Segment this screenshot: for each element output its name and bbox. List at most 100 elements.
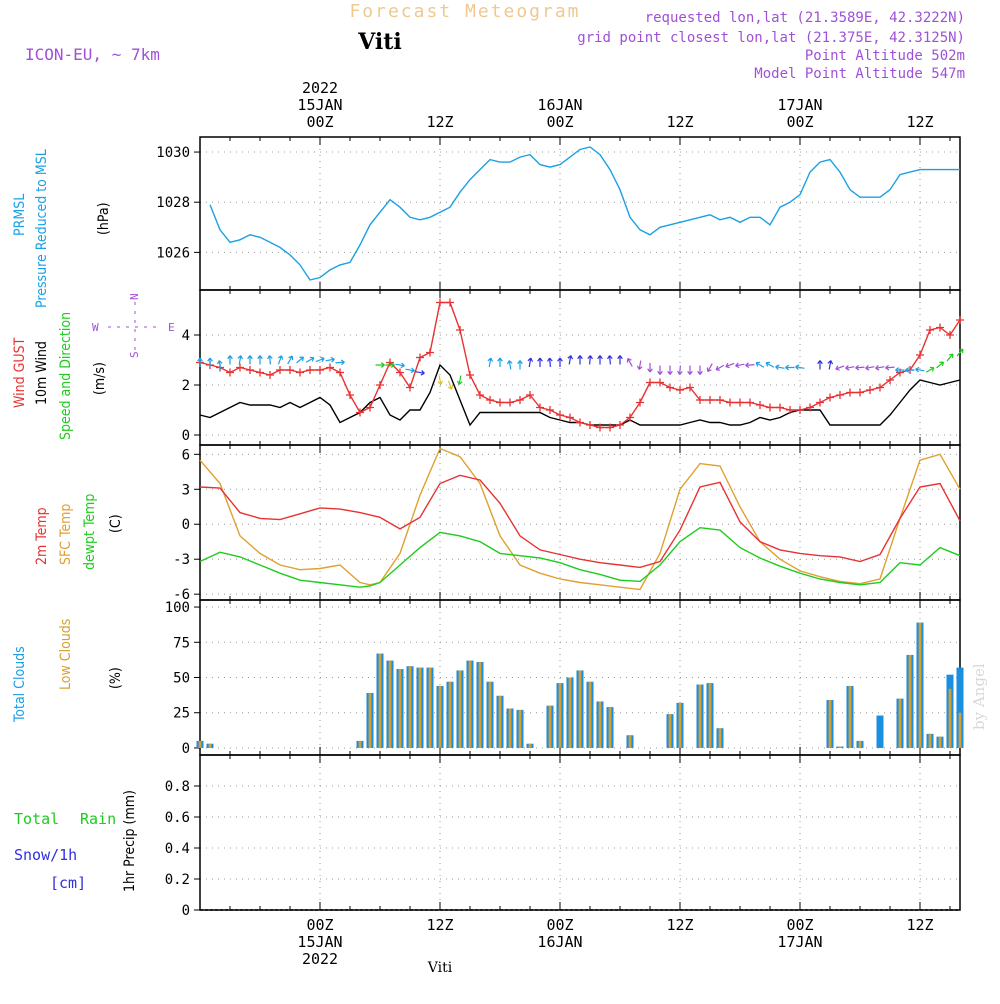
- credit-watermark: by Angel: [970, 663, 988, 730]
- low-cloud-bar: [608, 707, 612, 748]
- wind-gust-marker: [496, 398, 504, 407]
- wind-gust-marker: [466, 371, 474, 379]
- temp-2m-line: [199, 474, 961, 569]
- top-hour-label: 12Z: [906, 113, 933, 131]
- sfc-label: SFC Temp: [58, 504, 74, 565]
- wind-direction-arrow: [257, 355, 263, 365]
- wind-direction-arrow: [247, 355, 253, 365]
- wind-direction-arrow: [517, 360, 523, 370]
- pressure-ytick-label: 1030: [156, 145, 190, 161]
- wind-gust-marker: [956, 316, 964, 324]
- wind-direction-arrow: [587, 355, 593, 365]
- panels: 102610281030024-6-3036025507510000.20.40…: [156, 136, 961, 919]
- total-label: Total: [14, 810, 59, 828]
- wind-direction-arrow: [395, 362, 405, 369]
- top-date-label: 17JAN: [777, 96, 822, 114]
- wind-gust-marker: [366, 403, 374, 412]
- low-cloud-bar: [428, 667, 432, 748]
- wind-direction-arrow: [865, 364, 875, 371]
- wind-10m-label: 10m Wind: [34, 341, 50, 405]
- wind-gust-marker: [606, 423, 614, 432]
- wind-gust-marker: [506, 398, 514, 407]
- bottom-date-label: 15JAN: [297, 933, 342, 951]
- wind-gust-marker: [546, 406, 554, 414]
- prmsl-label: PRMSL: [12, 194, 28, 236]
- wind-direction-arrow: [597, 355, 603, 365]
- wind-gust-marker: [946, 331, 954, 339]
- bottom-date-label: 16JAN: [537, 933, 582, 951]
- bottom-hour-label: 12Z: [666, 916, 693, 934]
- low-cloud-bar: [938, 736, 942, 748]
- clouds-ytick-label: 25: [173, 706, 190, 722]
- wind-gust-marker: [476, 391, 484, 399]
- wind-gust-marker: [806, 403, 814, 412]
- wind-direction-arrow: [227, 355, 233, 365]
- pressure-ytick-label: 1028: [156, 195, 190, 211]
- wind-direction-arrow: [725, 362, 735, 369]
- bottom-hour-label: 00Z: [306, 916, 333, 934]
- low-cloud-bar: [518, 709, 522, 748]
- low-cloud-bar: [908, 654, 912, 748]
- wind-direction-arrow: [325, 356, 335, 363]
- low-cloud-bar: [458, 670, 462, 748]
- wind-gust-marker: [776, 403, 784, 412]
- wind-direction-arrow: [775, 364, 785, 371]
- wind-gust-marker: [616, 421, 624, 429]
- wind-gust-marker: [826, 393, 834, 402]
- snow-label: Snow/1h: [14, 846, 77, 864]
- wind-ytick-label: 2: [182, 378, 190, 394]
- pressure-panel: 1026 1028 1030: [156, 136, 961, 291]
- low-cloud-bar: [528, 743, 532, 748]
- wind-gust-marker: [536, 403, 544, 412]
- wind-gust-marker: [786, 406, 794, 414]
- wind-gust-marker: [736, 398, 744, 407]
- wind-direction-arrow: [577, 355, 583, 365]
- wind-gust-marker: [766, 403, 774, 412]
- sfc-temp-line: [199, 447, 961, 591]
- t2m-label: 2m Temp: [34, 507, 50, 565]
- wind-gust-marker: [276, 366, 284, 374]
- wind-gust-marker: [726, 398, 734, 407]
- bottom-year-label: 2022: [302, 950, 338, 968]
- low-cloud-bar: [578, 670, 582, 748]
- wind-gust-marker: [456, 326, 464, 334]
- wind-direction-arrow: [437, 375, 444, 385]
- wind-direction-arrow: [385, 362, 395, 368]
- wind-direction-arrow: [946, 353, 954, 362]
- wind-direction-arrow: [956, 348, 964, 357]
- top-hour-label: 00Z: [546, 113, 573, 131]
- wind-direction-arrow: [375, 362, 385, 368]
- wind-gust-marker: [686, 383, 694, 392]
- low-cloud-bar: [398, 669, 402, 748]
- wind-direction-arrow: [905, 367, 915, 373]
- temp-labels: 2m Temp SFC Temp dewpt Temp (C): [34, 494, 124, 570]
- low-cloud-bar: [628, 735, 632, 748]
- clouds-ytick-label: 50: [173, 671, 190, 687]
- top-hour-label: 12Z: [666, 113, 693, 131]
- low-cloud-bar: [478, 662, 482, 748]
- low-cloud-bar: [548, 705, 552, 748]
- requested-coords: requested lon,lat (21.3589E, 42.3222N): [645, 10, 965, 26]
- pressure-line: [209, 146, 960, 281]
- wind-gust-marker: [716, 396, 724, 404]
- wind-direction-arrow: [745, 362, 755, 368]
- precip-ytick-label: 0.8: [165, 779, 190, 795]
- top-hour-label: 00Z: [306, 113, 333, 131]
- wind-direction-arrow: [287, 355, 294, 365]
- wind-ytick-label: 4: [182, 328, 190, 344]
- wind-gust-marker: [486, 396, 494, 404]
- wind-direction-arrow: [447, 380, 454, 390]
- wind-direction-arrow: [487, 357, 494, 368]
- low-cloud-bar: [718, 728, 722, 748]
- total-cloud-bar: [956, 667, 964, 748]
- precip-ytick-label: 0: [182, 903, 190, 919]
- low-cloud-bar: [958, 712, 962, 748]
- wind-direction-arrow: [527, 357, 534, 368]
- low-cloud-bar: [698, 684, 702, 748]
- wind-gust-marker: [816, 398, 824, 407]
- hpa-label: (hPa): [96, 203, 112, 236]
- wind-gust-marker: [326, 363, 334, 372]
- low-cloud-bar: [558, 683, 562, 748]
- model-label: ICON-EU, ~ 7km: [25, 45, 160, 64]
